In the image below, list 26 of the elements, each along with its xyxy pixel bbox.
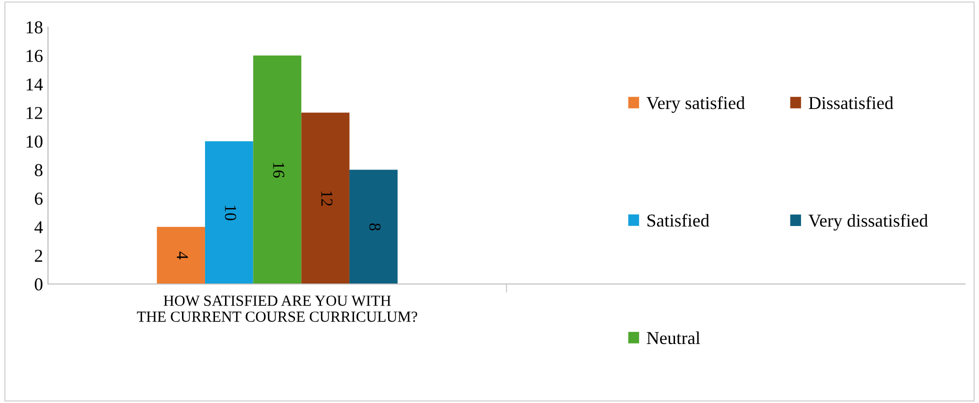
y-tick-label: 16 xyxy=(26,50,43,62)
data-label: 10 xyxy=(224,206,236,220)
legend-label: Very satisfied xyxy=(646,96,745,113)
bar xyxy=(301,112,350,284)
bar xyxy=(205,141,254,284)
y-tick-label: 4 xyxy=(34,221,43,234)
data-label: 8 xyxy=(369,223,381,230)
y-tick-label: 12 xyxy=(26,106,42,119)
y-tick-label: 10 xyxy=(26,135,42,148)
data-label: 12 xyxy=(321,191,332,206)
y-tick-label: 14 xyxy=(26,78,43,90)
legend-label: Dissatisfied xyxy=(808,96,894,110)
bar xyxy=(156,226,206,284)
y-tick-label: 8 xyxy=(34,164,42,176)
legend-label: Satisfied xyxy=(648,214,710,227)
y-tick-label: 6 xyxy=(34,192,43,205)
data-label: 4 xyxy=(176,252,188,260)
legend-label: Very dissatisfied xyxy=(808,214,928,231)
bar xyxy=(349,170,398,284)
x-tick-label: HOW SATISFIED ARE YOU WITH THE CURRENT COURSE CURRICULUM? xyxy=(136,296,418,322)
y-tick-label: 18 xyxy=(26,21,42,34)
legend-label: Neutral xyxy=(646,331,700,344)
y-tick-label: 2 xyxy=(34,250,42,262)
y-tick-label: 0 xyxy=(34,278,42,290)
data-label: 16 xyxy=(273,162,284,178)
bar xyxy=(253,56,302,284)
